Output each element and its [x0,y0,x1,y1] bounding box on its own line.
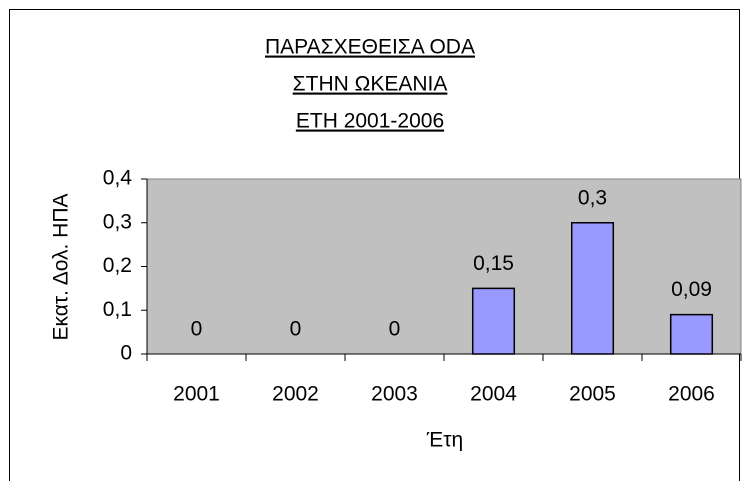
x-tick-label: 2006 [668,383,715,406]
y-axis-title: Εκατ. Δολ. ΗΠΑ [50,193,73,340]
y-tick-label: 0,3 [103,210,132,233]
x-tick-label: 2004 [470,383,517,406]
data-label: 0,15 [473,252,514,275]
data-label: 0 [290,318,302,341]
x-tick-label: 2002 [272,383,319,406]
data-label: 0,09 [671,278,712,301]
bar [669,313,714,355]
x-axis-title: Έτη [426,429,463,452]
y-tick-label: 0,2 [103,254,132,277]
data-label: 0,3 [578,186,607,209]
data-label: 0 [389,318,401,341]
bar [570,222,615,355]
y-tick-label: 0 [120,342,132,365]
plot-area [146,178,742,355]
y-tick-label: 0,4 [103,167,133,190]
x-tick-label: 2005 [569,383,616,406]
bar [471,287,516,355]
x-tick-label: 2001 [173,383,220,406]
chart-title: ΠΑΡΑΣΧΕΘΕΙΣΑ ODA [265,36,475,59]
data-label: 0 [191,318,203,341]
chart-title: ΕΤΗ 2001-2006 [296,110,444,133]
y-tick-label: 0,1 [103,298,132,321]
chart-title: ΣΤΗΝ ΩΚΕΑΝΙΑ [293,73,448,96]
x-tick-label: 2003 [371,383,418,406]
